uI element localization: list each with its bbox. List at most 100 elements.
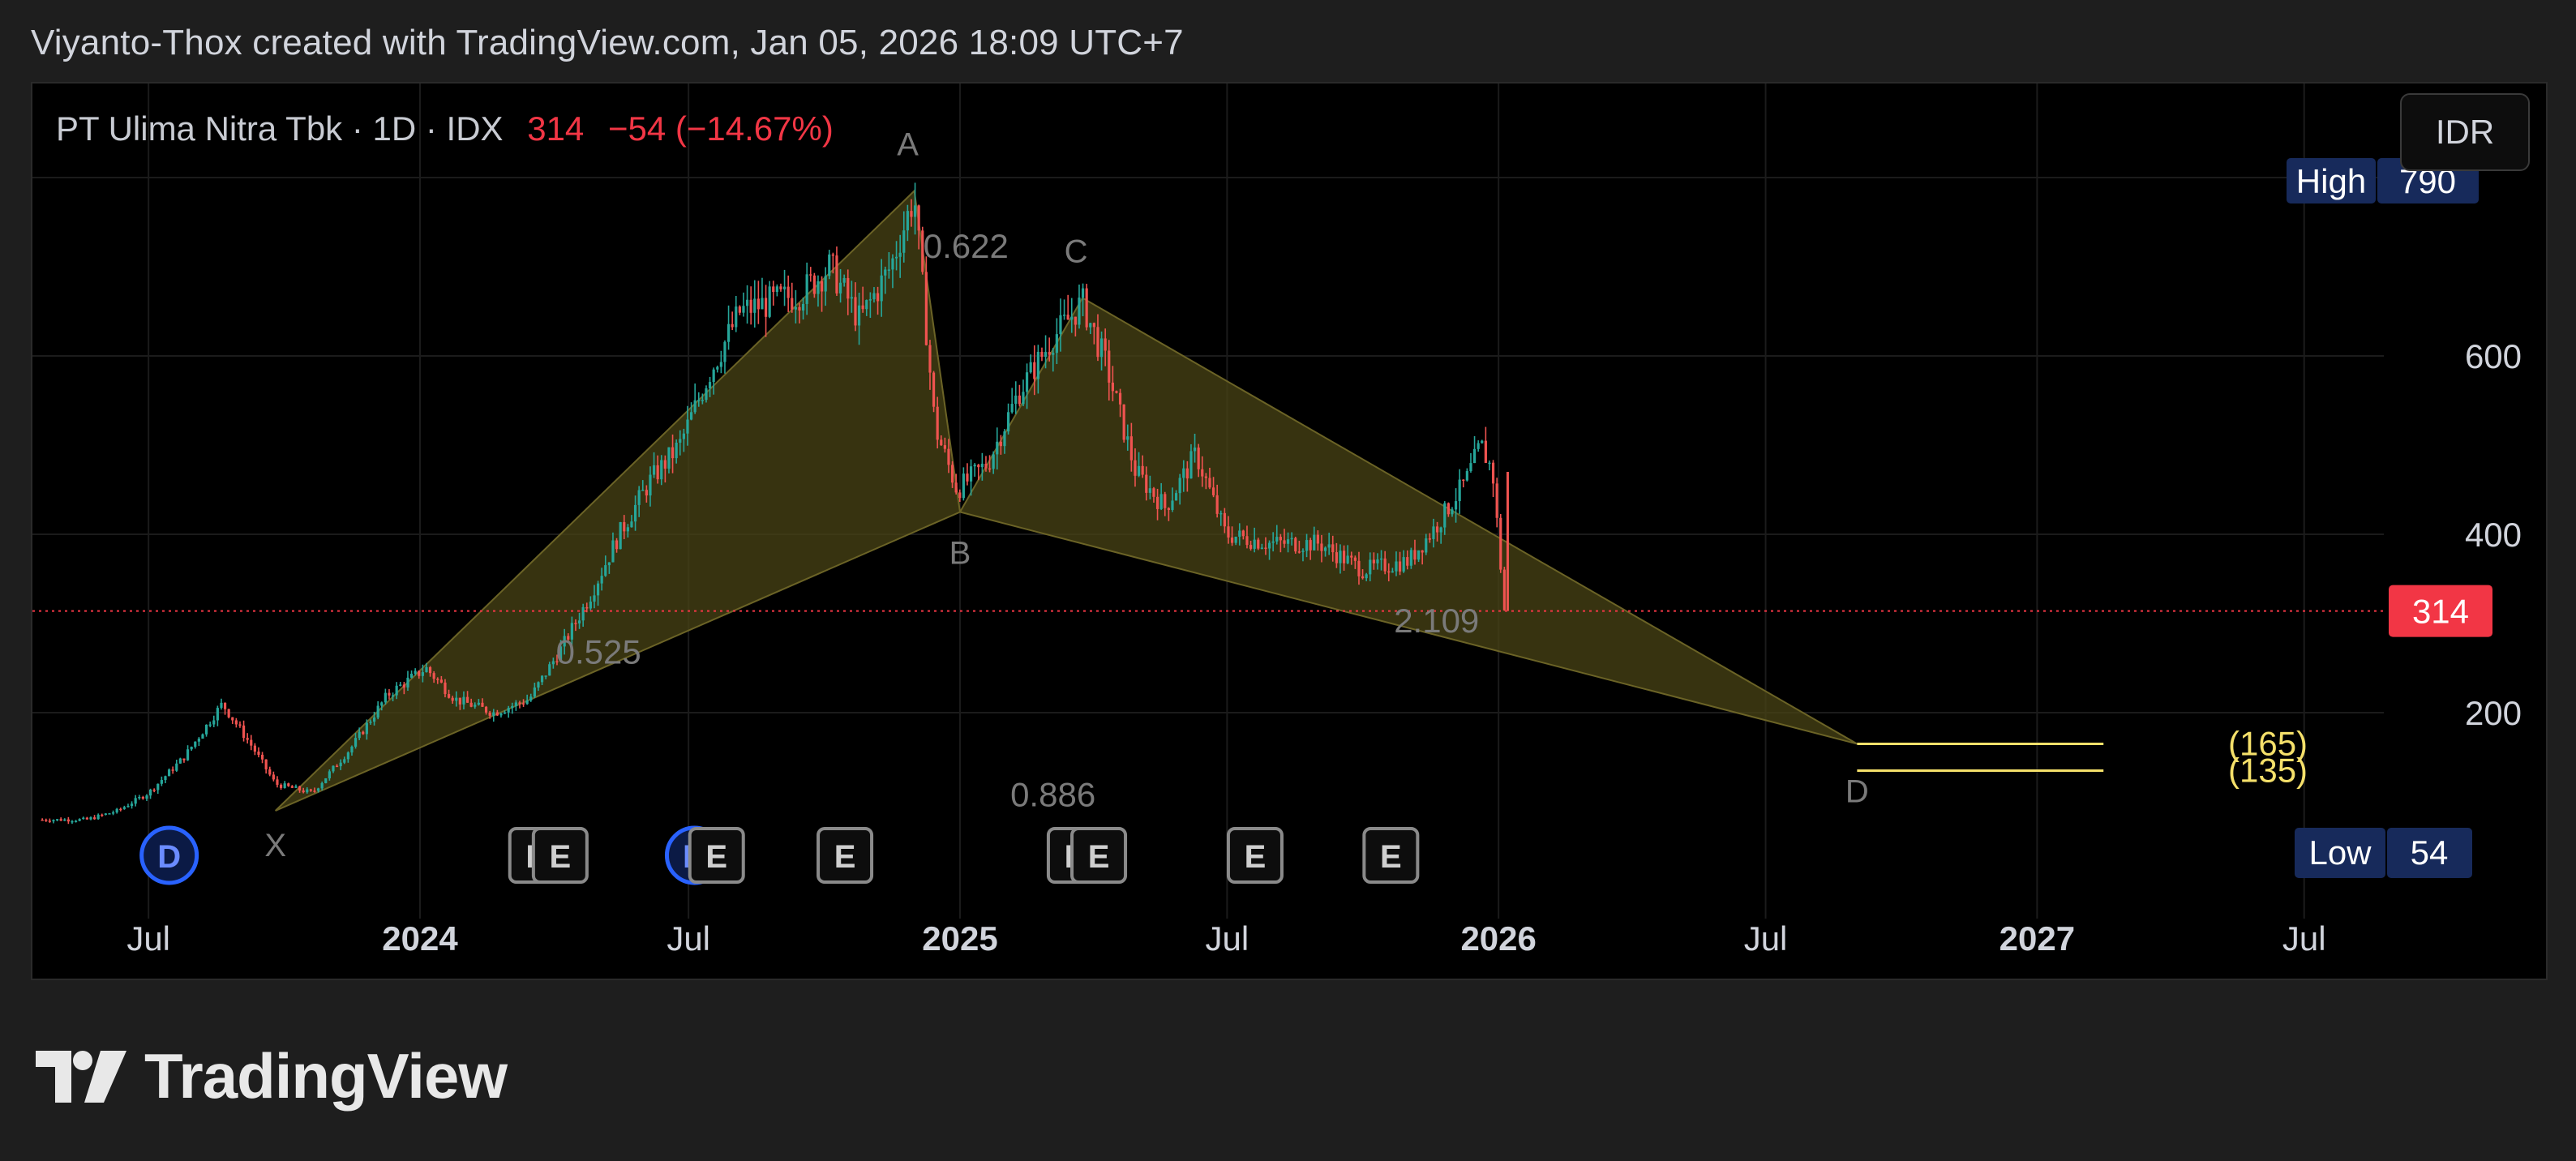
candle-body [574,623,577,624]
candle-body [276,779,279,785]
candle-body [1432,526,1435,539]
candle-body [1313,534,1316,551]
candle-body [738,306,741,313]
candle-body [645,490,648,496]
candle-body [428,666,432,674]
candle-body [1499,517,1502,570]
candle-body [906,211,909,231]
price-chart[interactable]: (165)(135)XABCD0.5250.6222.1090.886DEEDE… [32,84,2546,979]
candle-body [716,366,719,370]
candle-body [913,205,917,217]
candle-body [1267,542,1271,549]
candle-body [1078,298,1081,325]
candle-body [917,205,920,231]
candle-body [567,636,570,640]
candle-body [1469,463,1472,472]
candle-body [600,576,603,584]
pattern-ratio-label: 0.622 [924,227,1009,265]
candle-body [122,807,126,809]
candle-body [328,771,331,779]
candle-body [1275,537,1279,542]
candle-body [1197,448,1200,469]
candle-body [279,784,283,788]
candle-body [872,293,876,300]
candle-body [1290,538,1293,540]
candle-body [1443,503,1447,528]
candle-body [1502,569,1506,610]
candle-body [1402,557,1405,572]
candle-body [59,819,62,821]
candle-body [1062,315,1066,316]
candle-body [167,769,171,777]
candle-body [1257,539,1260,549]
candle-body [962,473,965,499]
candle-body [1089,323,1092,328]
candle-body [1286,539,1290,544]
candle-body [663,460,667,469]
chart-attribution: Viyanto-Thox created with TradingView.co… [31,23,1184,62]
candle-body [697,400,701,401]
candle-body [465,696,469,703]
currency-button[interactable]: IDR [2400,93,2530,171]
candle-body [1406,557,1409,566]
chart-panel[interactable]: (165)(135)XABCD0.5250.6222.1090.886DEEDE… [31,82,2548,980]
candle-body [1488,462,1491,465]
candle-body [637,490,641,505]
candle-body [82,817,85,820]
earnings-event-marker [1226,827,1284,884]
candle-body [947,448,950,465]
candle-body [1074,316,1077,325]
earnings-event-label: E [1245,839,1267,875]
candle-body [1391,571,1394,573]
candle-body [1070,316,1074,320]
candle-body [954,482,958,493]
candle-body [1092,323,1095,328]
candle-body [104,813,107,815]
candle-body [492,712,495,716]
candle-body [145,795,148,799]
candle-body [1096,327,1099,358]
earnings-event-marker [1070,827,1128,884]
candle-body [1099,338,1104,358]
candle-body [190,747,193,750]
x-axis-tick-label: Jul [1744,919,1788,958]
candle-body [791,298,794,310]
target-level-label: (135) [2228,752,2308,790]
low-badge-label-box [2295,828,2385,878]
candle-body [1316,534,1319,544]
candle-body [1059,315,1062,335]
candle-body [164,776,167,781]
candle-body [257,752,260,755]
candle-body [689,412,693,420]
candle-body [1465,471,1468,481]
candle-body [850,297,853,299]
candle-body [148,789,152,796]
candle-body [838,282,842,293]
candle-body [115,808,118,813]
candle-body [656,465,659,480]
candle-body [74,820,78,823]
candle-body [458,697,461,705]
candle-body [1335,552,1338,563]
candle-body [306,789,309,793]
earnings-event-label: E [1380,839,1402,875]
candle-body [894,256,898,259]
candle-body [1215,495,1219,514]
candle-body [768,286,771,317]
candle-body [45,820,48,821]
x-axis-tick-label: Jul [1206,919,1249,958]
target-level-label: (165) [2228,725,2308,763]
candle-body [1491,462,1495,484]
candle-body [212,720,216,725]
candle-body [671,447,675,459]
candle-body [779,286,782,289]
candle-body [1253,539,1256,549]
brand-name: TradingView [144,1040,508,1112]
candle-body [1294,538,1297,552]
candle-body [223,702,227,709]
candle-body [290,786,294,788]
candle-body [1066,315,1069,320]
candle-body [1219,512,1223,515]
candle-body [130,803,134,807]
candle-body [1104,338,1107,351]
